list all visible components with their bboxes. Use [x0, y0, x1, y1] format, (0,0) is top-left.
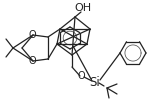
Text: O: O — [28, 30, 36, 40]
Text: OH: OH — [74, 3, 92, 13]
Text: O: O — [28, 56, 36, 66]
Text: O: O — [77, 71, 85, 81]
Text: Si: Si — [90, 75, 100, 89]
